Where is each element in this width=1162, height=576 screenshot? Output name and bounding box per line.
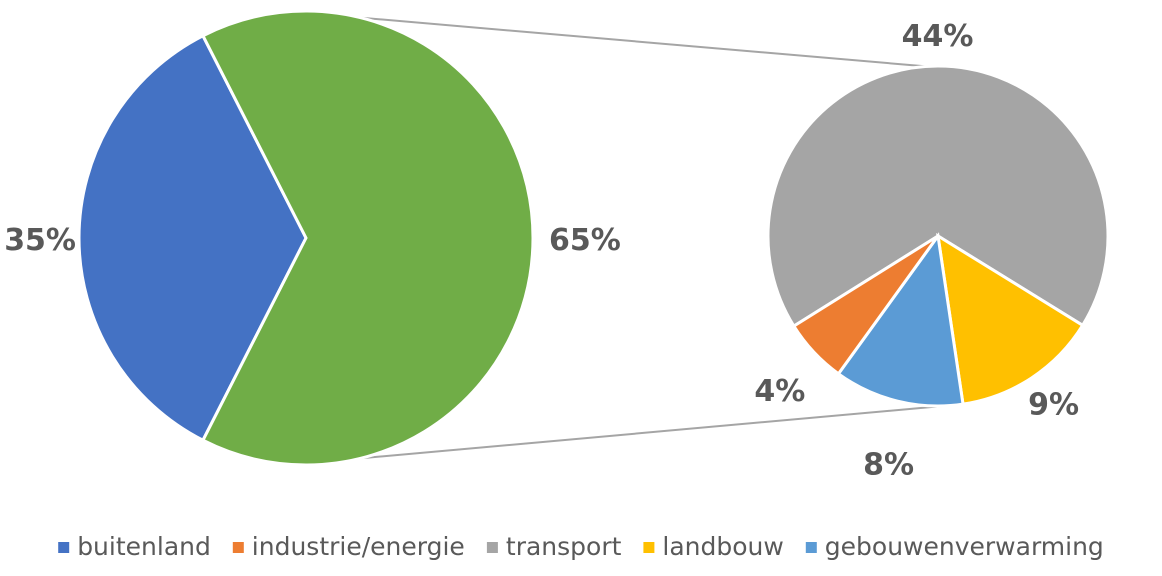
connector-lines [360,16,944,460]
legend-swatch-industrie-energie [232,542,244,553]
label-secondary-landbouw: 9% [1028,387,1079,422]
primary-pie [77,9,535,467]
legend-label-gebouwenverwarming: gebouwenverwarming [825,532,1104,561]
label-secondary-gebouwenverwarming: 8% [863,448,914,483]
secondary-slice-transport [766,64,1110,329]
connector-line-bottom [360,404,944,460]
label-primary-overig: 65% [549,223,621,258]
legend-item-buitenland: buitenland [58,532,211,561]
secondary-slice-landbouw [936,233,1085,406]
legend-label-landbouw: landbouw [662,532,783,561]
connector-line-top [360,16,927,68]
primary-slice-overig [200,9,535,467]
legend-label-buitenland: buitenland [77,532,211,561]
legend-item-gebouwenverwarming: gebouwenverwarming [805,532,1104,561]
legend-swatch-transport [486,542,498,553]
label-secondary-industrie-energie: 4% [754,374,805,409]
legend-item-landbouw: landbouw [643,532,784,561]
legend-swatch-landbouw [643,542,655,553]
legend-label-transport: transport [506,532,622,561]
secondary-pie [766,64,1110,408]
legend-item-industrie-energie: industrie/energie [232,532,465,561]
secondary-slice-gebouwenverwarming [836,232,965,408]
legend-swatch-buitenland [58,542,70,553]
legend-label-industrie-energie: industrie/energie [252,532,465,561]
label-primary-buitenland: 35% [4,223,76,258]
legend-item-transport: transport [486,532,622,561]
data-labels: 35% 65% 44% 9% 8% 4% [4,19,1079,483]
legend: buitenland industrie/energie transport land… [58,532,1104,561]
primary-slice-buitenland [77,33,308,443]
legend-swatch-gebouwenverwarming [805,542,817,553]
secondary-slice-industrie-energie [791,234,940,376]
label-secondary-transport: 44% [902,19,974,54]
